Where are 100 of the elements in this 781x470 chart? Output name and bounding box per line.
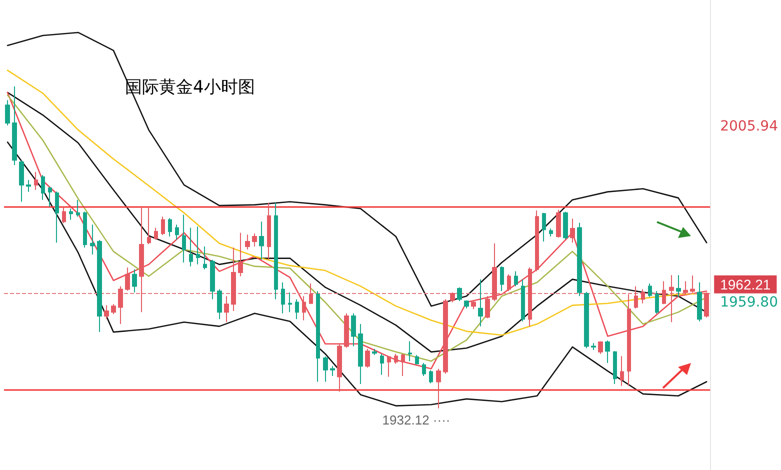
- candlestick: [627, 294, 631, 386]
- candlestick: [556, 209, 561, 238]
- candlestick: [281, 282, 285, 314]
- candlestick: [641, 288, 645, 304]
- candlestick: [528, 266, 532, 327]
- candlestick: [238, 232, 243, 277]
- candlestick: [274, 202, 278, 300]
- candlestick: [591, 342, 596, 351]
- candlestick: [676, 274, 681, 298]
- candlestick: [154, 227, 158, 240]
- candlestick: [620, 356, 624, 386]
- candlestick: [111, 304, 116, 315]
- candlestick: [330, 366, 335, 376]
- candlestick: [351, 312, 356, 347]
- candlestick: [161, 216, 165, 236]
- candlestick: [288, 292, 292, 313]
- candlestick: [26, 179, 31, 192]
- candlestick: [365, 348, 370, 368]
- candlestick: [168, 218, 172, 238]
- candlestick: [231, 247, 236, 312]
- candlestick: [584, 291, 589, 349]
- candlestick: [337, 343, 342, 392]
- candlestick: [683, 280, 688, 295]
- y-tick-label: 1959.80: [720, 294, 778, 311]
- candlestick: [175, 224, 179, 240]
- candlestick: [295, 298, 299, 320]
- candlestick: [372, 348, 377, 356]
- candlestick: [478, 278, 483, 327]
- candlestick: [147, 207, 151, 245]
- candlestick: [655, 290, 659, 314]
- candlestick: [704, 292, 709, 318]
- candlestick: [358, 324, 363, 385]
- candlestick: [485, 296, 490, 319]
- candlestick: [55, 190, 59, 244]
- candlestick: [570, 218, 575, 244]
- candlestick: [669, 274, 674, 323]
- candlestick: [401, 353, 405, 376]
- candlestick: [41, 174, 45, 200]
- candlestick: [521, 278, 525, 322]
- candlestick: [690, 275, 695, 294]
- candlestick: [457, 286, 462, 302]
- candlestick: [394, 353, 398, 364]
- line-series: [6, 32, 708, 307]
- candlestick: [5, 100, 10, 126]
- candlestick: [182, 214, 186, 264]
- candlestick: [316, 290, 320, 382]
- annotation: 1932.12 ····: [382, 412, 450, 428]
- candlestick: [429, 370, 433, 384]
- candlestick: [34, 171, 38, 190]
- candlestick: [492, 242, 497, 302]
- candlestick: [443, 298, 448, 374]
- candlestick: [267, 202, 271, 260]
- candlestick: [464, 300, 469, 309]
- candlestick: [471, 300, 476, 310]
- candlestick: [90, 224, 95, 255]
- candlestick: [69, 208, 73, 220]
- candlestick: [76, 199, 80, 218]
- candlestick: [259, 221, 264, 260]
- candlestick: [196, 226, 200, 265]
- candlestick: [549, 228, 553, 238]
- candlestick: [104, 304, 109, 320]
- candlestick: [323, 356, 328, 382]
- candlestick: [387, 356, 391, 378]
- candlestick: [189, 227, 193, 267]
- candlestick: [132, 268, 137, 293]
- candlestick: [83, 211, 87, 248]
- candlestick: [415, 354, 419, 364]
- ref-line-label: 1962.21: [720, 276, 771, 292]
- candlestick: [97, 239, 102, 333]
- candlestick: [634, 286, 638, 309]
- candlestick: [662, 280, 666, 305]
- candlestick: [62, 206, 66, 224]
- candlestick: [542, 212, 546, 242]
- candlestick: [139, 207, 144, 313]
- candlestick: [48, 186, 52, 208]
- candlestick: [577, 222, 582, 297]
- candlestick: [500, 266, 504, 292]
- candlestick: [252, 232, 257, 247]
- candlestick: [422, 362, 426, 376]
- line-series: [6, 141, 708, 406]
- candlestick: [507, 274, 511, 292]
- candlestick: [450, 292, 455, 303]
- candlestick: [309, 283, 313, 304]
- candlestick: [613, 350, 617, 385]
- candlestick: [203, 246, 207, 270]
- candlestick: [224, 296, 229, 323]
- candlestick: [697, 282, 702, 322]
- candlestick: [598, 340, 603, 354]
- candlestick: [19, 160, 24, 202]
- candlestick: [302, 296, 306, 321]
- candlestick: [605, 340, 610, 364]
- candlestick: [118, 286, 123, 325]
- candlestick: [436, 368, 441, 409]
- candlestick: [535, 210, 539, 272]
- candlestick: [12, 86, 17, 166]
- candlestick: [380, 353, 384, 376]
- candlestick: [514, 270, 518, 287]
- candlestick: [344, 312, 349, 348]
- candlestick: [408, 340, 412, 362]
- candlestick: [245, 234, 250, 250]
